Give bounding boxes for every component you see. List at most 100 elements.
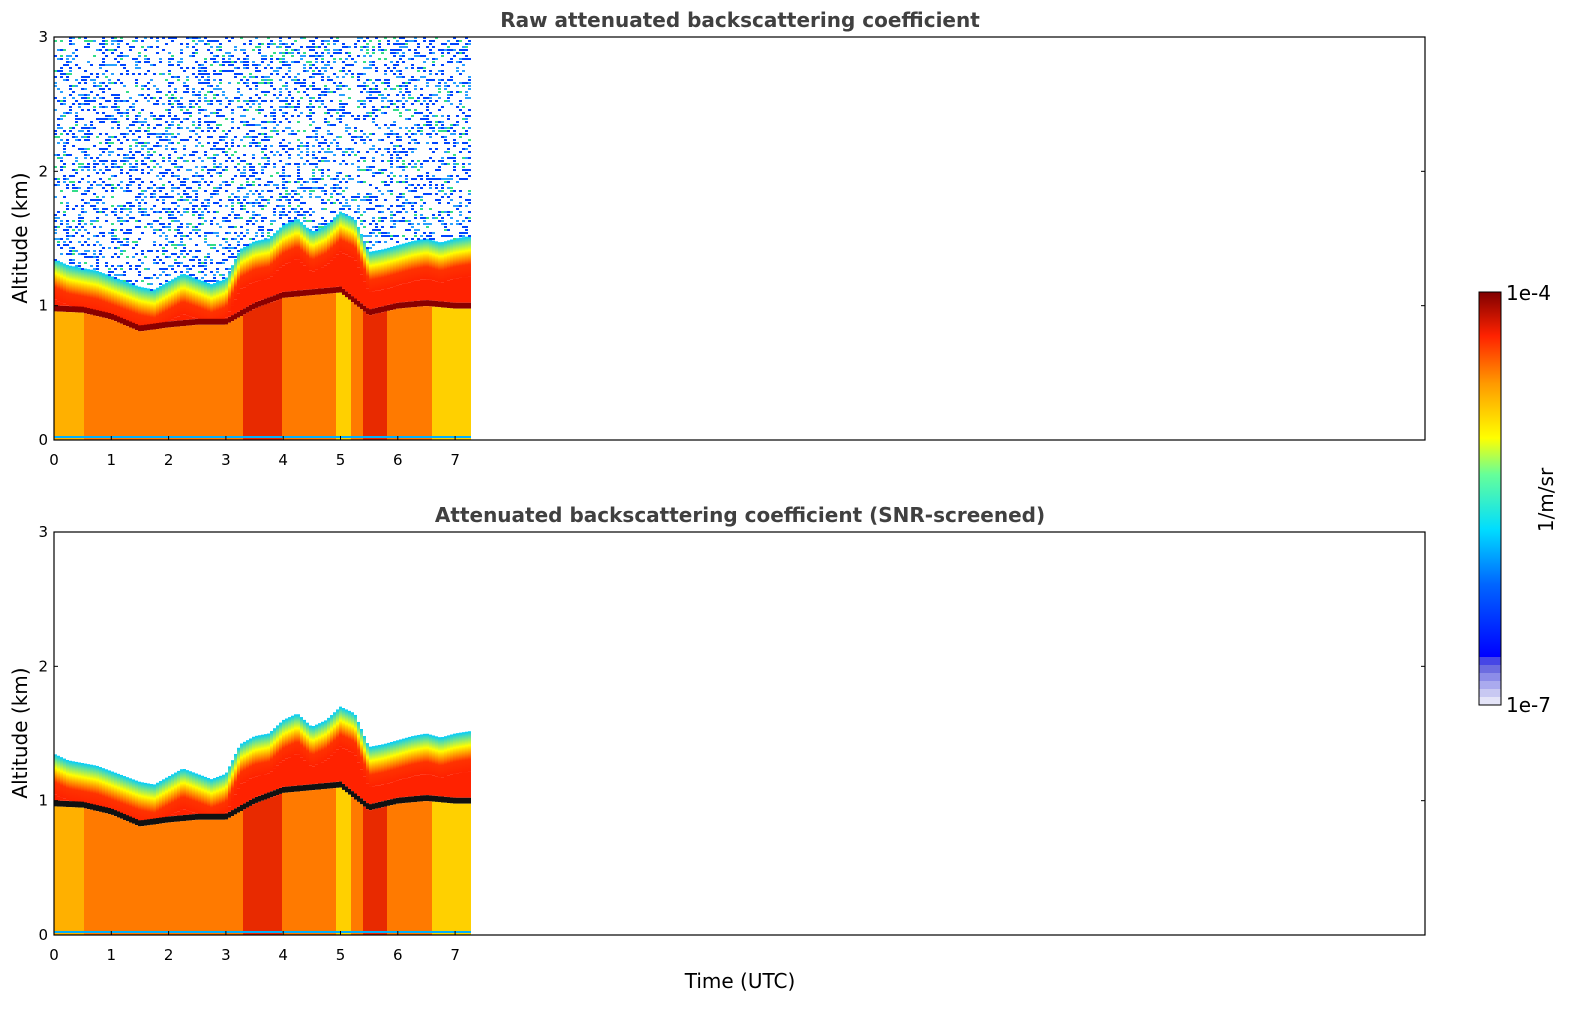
layer-cell xyxy=(372,786,375,803)
lower-cell xyxy=(303,296,306,440)
layer-cell xyxy=(438,777,441,796)
max-layer-cell xyxy=(162,322,165,328)
heatmap-column xyxy=(96,766,99,935)
noise-cells xyxy=(132,40,135,285)
max-layer-cell xyxy=(462,798,465,804)
heatmap-column xyxy=(336,37,339,440)
lower-cell xyxy=(234,319,237,440)
heatmap-column xyxy=(72,37,75,440)
transition-cell xyxy=(114,278,117,318)
max-layer-cell xyxy=(78,802,81,808)
max-layer-cell xyxy=(375,308,378,314)
lower-cell xyxy=(195,325,198,440)
max-layer-cell xyxy=(288,786,291,792)
lower-cell xyxy=(96,811,99,935)
lower-cell xyxy=(291,792,294,935)
layer-cell xyxy=(348,751,351,789)
heatmap-column xyxy=(111,772,114,935)
max-layer-cell xyxy=(99,806,102,812)
layer-cell xyxy=(231,305,234,315)
layer-cell xyxy=(396,781,399,798)
layer-cell xyxy=(306,268,309,290)
layer-cell xyxy=(234,299,237,313)
lower-cell xyxy=(345,297,348,440)
layer-cell xyxy=(180,810,183,816)
layer-cell xyxy=(333,258,336,288)
noise-cells xyxy=(246,55,249,246)
transition-cell xyxy=(63,759,66,799)
heatmap-column xyxy=(312,40,315,440)
x-tick: 2 xyxy=(164,931,174,964)
max-layer-cell xyxy=(186,815,189,821)
lower-cell xyxy=(372,314,375,440)
layer-cell xyxy=(426,279,429,300)
transition-cell xyxy=(99,272,102,312)
layer-cell xyxy=(192,318,195,319)
noise-cells xyxy=(228,40,231,273)
transition-cell xyxy=(348,216,351,256)
heatmap-column xyxy=(285,719,288,935)
layer-cell xyxy=(66,305,69,306)
heatmap-column xyxy=(438,737,441,935)
heatmap-column xyxy=(411,736,414,935)
max-layer-cell xyxy=(63,306,66,312)
layer-cell xyxy=(63,304,66,306)
noise-cells xyxy=(345,46,348,216)
max-layer-cell xyxy=(369,804,372,810)
layer-cell xyxy=(228,312,231,317)
layer-cell xyxy=(366,288,369,308)
layer-cell xyxy=(294,260,297,291)
lower-cell xyxy=(219,820,222,935)
max-layer-cell xyxy=(366,308,369,314)
layer-cell xyxy=(390,287,393,304)
transition-cell xyxy=(396,245,399,285)
layer-cell xyxy=(381,785,384,802)
noise-cells xyxy=(87,40,90,258)
noise-cells xyxy=(84,37,87,264)
max-layer-cell xyxy=(210,814,213,820)
max-layer-cell xyxy=(204,319,207,325)
lower-cell xyxy=(324,294,327,440)
lower-cell xyxy=(270,797,273,935)
heatmap-column xyxy=(210,779,213,935)
lower-cell xyxy=(426,801,429,935)
lower-cell xyxy=(432,802,435,935)
transition-cell xyxy=(309,726,312,766)
transition-cell xyxy=(300,222,303,262)
max-layer-cell xyxy=(246,307,249,313)
max-layer-cell xyxy=(123,319,126,325)
max-layer-cell xyxy=(198,319,201,325)
transition-cell xyxy=(270,731,273,771)
layer-cell xyxy=(411,281,414,301)
x-tick-label: 3 xyxy=(221,451,231,469)
noise-cells xyxy=(126,43,129,282)
lower-cell xyxy=(447,803,450,935)
lower-cell xyxy=(93,315,96,440)
x-tick: 4 xyxy=(278,436,288,469)
lower-cell xyxy=(270,302,273,440)
transition-cell xyxy=(414,736,417,776)
heatmap-column xyxy=(75,49,78,440)
heatmap-column xyxy=(246,55,249,440)
max-layer-cell xyxy=(360,303,363,309)
transition-cell xyxy=(66,760,69,800)
heatmap-column xyxy=(135,37,138,440)
lower-cell xyxy=(468,309,471,440)
lower-cell xyxy=(342,790,345,935)
layer-cell xyxy=(387,288,390,305)
noise-cells xyxy=(378,40,381,243)
layer-cell xyxy=(225,813,228,814)
transition-cell xyxy=(402,739,405,779)
layer-cell xyxy=(351,258,354,297)
max-layer-cell xyxy=(75,306,78,312)
heatmap-column xyxy=(318,46,321,440)
lower-cell xyxy=(351,302,354,440)
lower-cell xyxy=(303,791,306,935)
heatmap-column xyxy=(432,735,435,935)
max-layer-cell xyxy=(213,319,216,325)
noise-cells xyxy=(420,55,423,237)
layer-cell xyxy=(267,774,270,793)
layer-cell xyxy=(309,766,312,785)
lower-cell xyxy=(231,321,234,440)
max-layer-cell xyxy=(363,801,366,807)
